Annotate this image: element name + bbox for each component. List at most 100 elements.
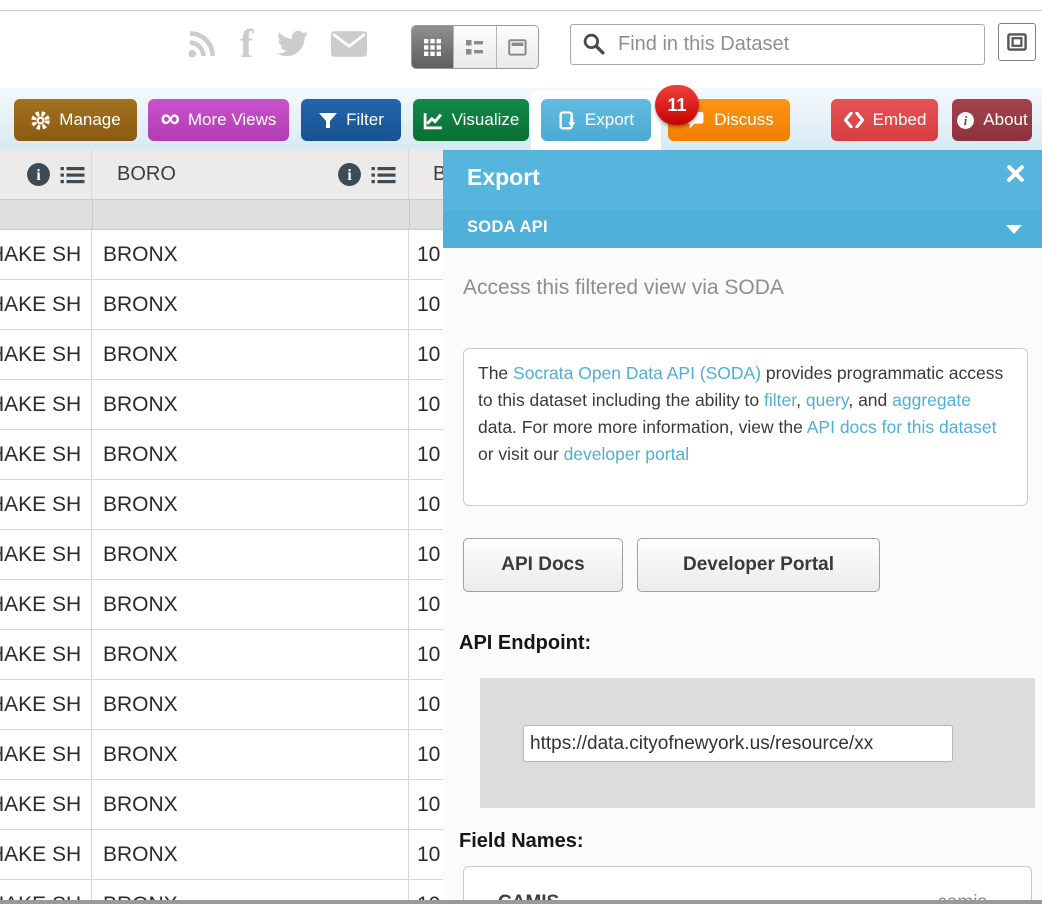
link-socrata-open-data-api-soda[interactable]: Socrata Open Data API (SODA) (513, 363, 762, 383)
developer-portal-button[interactable]: Developer Portal (637, 538, 880, 592)
about-button[interactable]: i About (952, 99, 1032, 141)
table-cell-boro[interactable]: BRONX (92, 580, 409, 629)
table-cell-dba[interactable]: SHAKE SH (0, 430, 92, 479)
cell-text: BRONX (103, 292, 178, 316)
rss-icon[interactable] (186, 28, 218, 60)
bottom-scrollbar-edge[interactable] (0, 900, 1042, 904)
twitter-icon[interactable] (275, 30, 309, 58)
column-menu-icon[interactable] (371, 164, 396, 186)
info-icon[interactable]: i (337, 162, 362, 187)
column-menu-icon[interactable] (60, 164, 85, 186)
table-cell-dba[interactable]: SHAKE SH (0, 380, 92, 429)
close-panel-button[interactable] (1004, 162, 1026, 184)
api-docs-button[interactable]: API Docs (463, 538, 623, 592)
cell-text: SHAKE SH (0, 742, 82, 766)
cell-text: SHAKE SH (0, 392, 82, 416)
cell-text: 10 (417, 342, 441, 366)
facebook-icon[interactable]: f (240, 21, 254, 66)
api-endpoint-box (480, 678, 1035, 808)
table-cell-boro[interactable]: BRONX (92, 680, 409, 729)
table-cell-dba[interactable]: SHAKE SH (0, 730, 92, 779)
blurb-text: The (478, 363, 514, 383)
action-bar: Manage ∞ More Views Filter Visualize Exp… (0, 85, 1042, 152)
rich-list-view-toggle[interactable] (454, 26, 497, 68)
table-cell-dba[interactable]: SHAKE SH (0, 230, 92, 279)
close-icon (1006, 164, 1024, 182)
api-endpoint-input[interactable] (523, 725, 953, 762)
cell-text: BRONX (103, 542, 178, 566)
export-label: Export (584, 110, 635, 129)
fullscreen-button[interactable] (998, 23, 1036, 61)
link-api-docs-for-this-dataset[interactable]: API docs for this dataset (806, 417, 997, 437)
table-cell-boro[interactable]: BRONX (92, 630, 409, 679)
panel-title: Export (467, 164, 540, 190)
search-input[interactable] (616, 32, 984, 57)
info-icon[interactable]: i (26, 162, 51, 187)
manage-label: Manage (59, 110, 121, 129)
table-cell-dba[interactable]: SHAKE SH (0, 680, 92, 729)
infinity-icon: ∞ (160, 103, 180, 133)
field-row: CAMIS camis (464, 867, 1031, 904)
table-cell-boro[interactable]: BRONX (92, 780, 409, 829)
social-share-group: f (186, 21, 389, 66)
grid-view-toggle[interactable] (412, 26, 455, 68)
table-cell-boro[interactable]: BRONX (92, 830, 409, 879)
table-cell-dba[interactable]: SHAKE SH (0, 780, 92, 829)
table-cell-boro[interactable]: BRONX (92, 380, 409, 429)
manage-button[interactable]: Manage (14, 99, 137, 141)
table-cell-dba[interactable]: SHAKE SH (0, 830, 92, 879)
cell-text: BRONX (103, 442, 178, 466)
table-cell-dba[interactable]: SHAKE SH (0, 280, 92, 329)
table-cell-dba[interactable]: SHAKE SH (0, 580, 92, 629)
column-header-dba[interactable]: i (0, 150, 92, 199)
cell-text: 10 (417, 442, 441, 466)
table-cell-dba[interactable]: SHAKE SH (0, 480, 92, 529)
table-cell-dba[interactable]: SHAKE SH (0, 880, 92, 904)
cell-text: SHAKE SH (0, 892, 82, 904)
link-filter[interactable]: filter (764, 390, 797, 410)
link-aggregate[interactable]: aggregate (892, 390, 971, 410)
code-brackets-icon (843, 112, 865, 128)
cell-text: SHAKE SH (0, 242, 82, 266)
email-icon[interactable] (331, 31, 368, 57)
table-cell-boro[interactable]: BRONX (92, 330, 409, 379)
table-cell-boro[interactable]: BRONX (92, 880, 409, 904)
cell-text: 10 (417, 542, 441, 566)
table-cell-boro[interactable]: BRONX (92, 530, 409, 579)
discuss-button[interactable]: Discuss (668, 99, 790, 141)
svg-text:i: i (347, 167, 352, 184)
soda-api-section-header[interactable]: SODA API (443, 210, 1042, 248)
column-header-boro[interactable]: BORO i (92, 150, 409, 199)
info-icon: i (956, 111, 975, 130)
cell-text: SHAKE SH (0, 642, 82, 666)
cell-text: 10 (417, 292, 441, 316)
cell-text: 10 (417, 642, 441, 666)
export-button[interactable]: Export (541, 99, 651, 141)
visualize-button[interactable]: Visualize (413, 99, 529, 141)
embed-button[interactable]: Embed (831, 99, 938, 141)
section-label: SODA API (467, 218, 548, 236)
table-cell-boro[interactable]: BRONX (92, 280, 409, 329)
about-label: About (983, 110, 1028, 129)
cell-text: BRONX (103, 892, 178, 904)
table-cell-dba[interactable]: SHAKE SH (0, 630, 92, 679)
table-cell-dba[interactable]: SHAKE SH (0, 330, 92, 379)
link-developer-portal[interactable]: developer portal (563, 444, 690, 464)
cell-text: BRONX (103, 342, 178, 366)
cell-text: 10 (417, 492, 441, 516)
cell-text: BRONX (103, 242, 178, 266)
table-cell-dba[interactable]: SHAKE SH (0, 530, 92, 579)
table-cell-boro[interactable]: BRONX (92, 430, 409, 479)
filter-button[interactable]: Filter (301, 99, 401, 141)
table-cell-boro[interactable]: BRONX (92, 730, 409, 779)
embed-label: Embed (872, 110, 927, 129)
table-cell-boro[interactable]: BRONX (92, 480, 409, 529)
more-views-button[interactable]: ∞ More Views (148, 99, 289, 141)
page-view-toggle[interactable] (496, 26, 538, 68)
link-query[interactable]: query (805, 390, 849, 410)
search-icon (583, 33, 605, 55)
table-cell-boro[interactable]: BRONX (92, 230, 409, 279)
blurb-text: , (796, 390, 806, 410)
api-endpoint-label: API Endpoint: (459, 632, 592, 654)
field-names-box: CAMIS camis (463, 866, 1032, 904)
